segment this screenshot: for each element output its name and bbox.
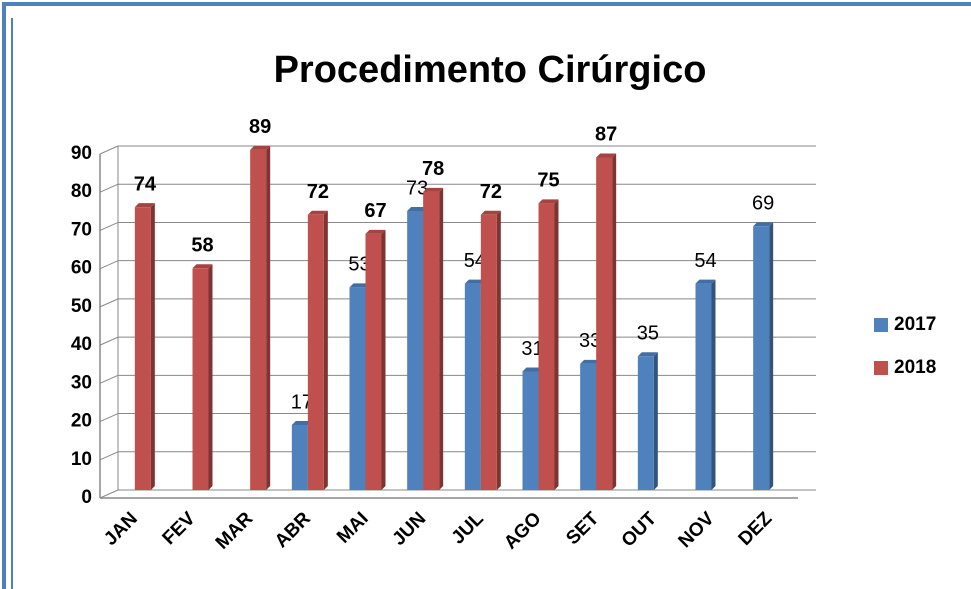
bar [250,149,267,491]
bar [596,157,613,490]
data-label: 89 [249,116,271,138]
bar-top [464,279,485,284]
bar-top [134,203,155,208]
grid-line [99,221,119,231]
chart-title: Procedimento Cirúrgico [274,49,707,91]
bar [538,203,555,491]
bar-top [637,352,658,357]
bar-side [439,187,444,490]
bar [580,363,597,490]
data-label: 67 [364,200,386,222]
grid-line [99,451,119,461]
y-tick-label: 60 [71,258,92,279]
y-tick-label: 0 [81,487,92,508]
bar-top [596,153,617,158]
legend-label: 2017 [894,314,936,335]
bar-side [208,264,213,490]
bar [637,356,654,490]
bar-top [250,145,271,150]
bar [423,191,440,490]
grid-line [99,413,119,423]
data-label: 35 [637,323,659,345]
data-label: 87 [595,124,617,146]
bar [307,214,324,491]
bar-top [480,210,501,215]
bar [695,283,712,490]
bar-top [538,199,559,204]
bar [753,226,770,490]
y-tick-label: 50 [71,296,92,317]
grid-line [99,374,119,384]
data-label: 54 [694,250,716,272]
y-tick-label: 10 [71,449,92,470]
bar-side [381,229,386,490]
y-tick-label: 30 [71,372,92,393]
bar [349,287,366,490]
grid-line [99,298,119,308]
data-label: 69 [752,193,774,215]
bar-top [365,229,386,234]
data-label: 33 [579,330,601,352]
data-label: 75 [537,170,559,192]
bar-top [522,367,543,372]
bar-top [423,187,444,192]
bar-top [695,279,716,284]
y-tick-label: 90 [71,143,92,164]
data-label: 72 [480,181,502,203]
bar-top [291,421,312,426]
bar-side [769,222,774,490]
bar-side [266,145,271,491]
bar [192,268,209,490]
y-tick-label: 20 [71,411,92,432]
bar-side [612,153,617,490]
legend-swatch [874,318,888,332]
grid-line [99,336,119,346]
bar-top [407,206,428,211]
data-label: 78 [422,158,444,180]
data-label: 73 [406,177,428,199]
grid-line [99,183,119,193]
bar-side [323,210,328,491]
bar-side [554,199,559,491]
grid-line [99,260,119,270]
bar [464,283,481,490]
y-tick-label: 40 [71,334,92,355]
data-label: 31 [521,338,543,360]
data-label: 17 [291,391,313,413]
grid-line [99,145,119,155]
bar-top [349,283,370,288]
data-label: 53 [348,254,370,276]
data-label: 58 [191,235,213,257]
bar-top [192,264,213,269]
y-tick-label: 70 [71,219,92,240]
bar-side [150,203,155,490]
bar [522,371,539,490]
bar-top [580,359,601,364]
data-label: 72 [307,181,329,203]
y-tick-label: 80 [71,181,92,202]
bar [365,233,382,490]
bar [480,214,497,491]
legend-label: 2018 [894,357,936,378]
bar [407,210,424,490]
grid-line [99,489,119,499]
bar-top [753,222,774,227]
bar-side [711,279,716,490]
data-label: 74 [134,173,157,195]
bar [291,425,308,490]
bar-top [307,210,328,215]
legend-swatch [874,361,888,375]
data-label: 54 [464,250,486,272]
bar [134,207,151,490]
bar-side [653,352,658,490]
bar-side [496,210,501,491]
